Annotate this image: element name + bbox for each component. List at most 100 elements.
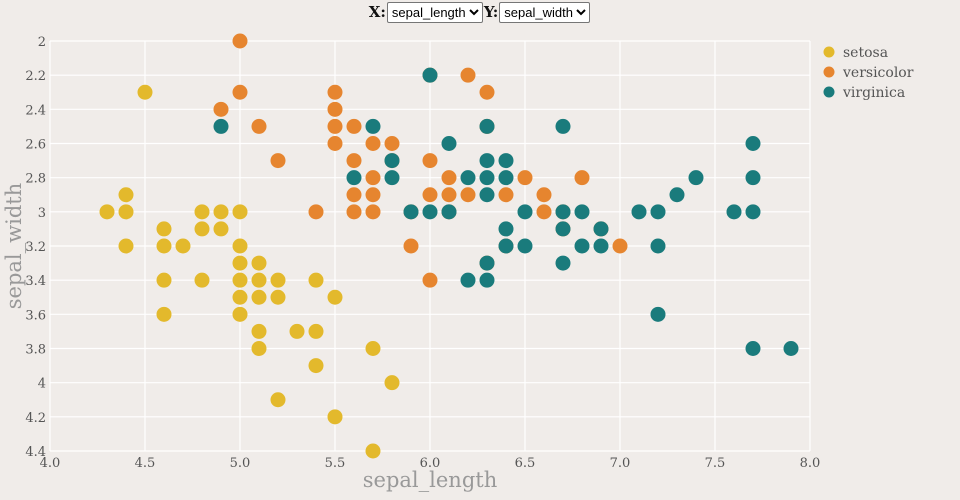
data-point-setosa — [137, 84, 153, 100]
data-point-versicolor — [536, 204, 552, 220]
legend-label-virginica: virginica — [842, 85, 905, 101]
data-point-versicolor — [308, 204, 324, 220]
y-tick-label: 2.8 — [25, 172, 46, 187]
data-point-virginica — [441, 204, 457, 220]
y-tick-label: 2.2 — [25, 69, 46, 84]
data-point-virginica — [479, 153, 495, 169]
data-point-setosa — [232, 204, 248, 220]
data-point-virginica — [517, 238, 533, 254]
data-point-setosa — [99, 204, 115, 220]
data-point-setosa — [384, 375, 400, 391]
data-point-versicolor — [422, 153, 438, 169]
y-tick-label: 2.6 — [25, 138, 46, 153]
x-tick-label: 5.0 — [230, 456, 251, 471]
data-point-virginica — [384, 153, 400, 169]
data-point-setosa — [251, 289, 267, 305]
data-point-setosa — [232, 255, 248, 271]
data-point-virginica — [441, 136, 457, 151]
data-point-versicolor — [422, 272, 438, 288]
y-axis-label: Y: — [483, 3, 499, 21]
data-point-versicolor — [346, 187, 362, 203]
y-axis-title: sepal_width — [2, 183, 26, 309]
data-point-setosa — [251, 341, 267, 356]
data-point-versicolor — [270, 153, 286, 169]
data-point-versicolor — [251, 118, 267, 134]
data-point-versicolor — [460, 187, 476, 203]
data-point-virginica — [574, 204, 590, 220]
data-point-virginica — [422, 204, 438, 220]
data-point-virginica — [346, 170, 362, 186]
y-axis-select[interactable]: sepal_width — [499, 1, 591, 23]
data-point-virginica — [593, 221, 609, 237]
data-point-virginica — [213, 118, 229, 134]
legend-label-versicolor: versicolor — [842, 65, 914, 81]
data-point-virginica — [498, 170, 514, 186]
data-point-virginica — [555, 204, 571, 220]
data-point-setosa — [365, 443, 381, 459]
data-point-versicolor — [574, 170, 590, 186]
data-point-versicolor — [365, 170, 381, 186]
data-point-virginica — [745, 136, 761, 151]
data-point-versicolor — [441, 170, 457, 186]
x-axis-select[interactable]: sepal_length — [386, 1, 483, 23]
data-point-versicolor — [384, 136, 400, 151]
data-point-setosa — [156, 238, 172, 254]
legend-swatch-versicolor — [823, 66, 835, 78]
data-point-virginica — [498, 153, 514, 169]
data-point-setosa — [308, 272, 324, 288]
data-point-virginica — [555, 255, 571, 271]
data-point-setosa — [156, 221, 172, 237]
y-tick-label: 3.8 — [25, 343, 46, 358]
data-point-virginica — [555, 118, 571, 134]
data-point-setosa — [327, 409, 343, 425]
y-tick-label: 4.2 — [25, 411, 46, 426]
data-point-virginica — [745, 170, 761, 186]
data-point-virginica — [498, 221, 514, 237]
data-point-versicolor — [346, 153, 362, 169]
data-point-versicolor — [327, 84, 343, 100]
data-point-virginica — [726, 204, 742, 220]
data-point-virginica — [460, 272, 476, 288]
x-tick-label: 8.0 — [800, 456, 821, 471]
data-point-setosa — [156, 306, 172, 322]
data-point-virginica — [555, 221, 571, 237]
data-point-setosa — [194, 221, 210, 237]
y-tick-label: 3 — [38, 206, 46, 221]
data-point-setosa — [308, 358, 324, 374]
x-tick-label: 7.0 — [610, 456, 631, 471]
y-tick-label: 2.4 — [25, 103, 46, 118]
data-point-versicolor — [460, 67, 476, 83]
data-point-virginica — [403, 204, 419, 220]
y-tick-label: 3.2 — [25, 240, 46, 255]
data-point-versicolor — [213, 101, 229, 117]
data-point-setosa — [232, 289, 248, 305]
x-tick-label: 4.5 — [135, 456, 156, 471]
data-point-virginica — [460, 170, 476, 186]
data-point-virginica — [783, 341, 799, 356]
data-point-setosa — [118, 187, 134, 203]
data-point-versicolor — [498, 187, 514, 203]
data-point-versicolor — [346, 118, 362, 134]
data-point-setosa — [232, 306, 248, 322]
y-tick-label: 4.4 — [25, 445, 46, 460]
data-point-versicolor — [517, 170, 533, 186]
data-point-setosa — [251, 272, 267, 288]
data-point-versicolor — [422, 187, 438, 203]
data-point-virginica — [593, 238, 609, 254]
legend-label-setosa: setosa — [843, 45, 888, 61]
data-point-setosa — [118, 204, 134, 220]
y-tick-label: 3.4 — [25, 274, 46, 289]
data-point-virginica — [669, 187, 685, 203]
data-point-versicolor — [232, 33, 248, 49]
data-point-virginica — [479, 272, 495, 288]
y-tick-label: 3.6 — [25, 308, 46, 323]
data-point-setosa — [232, 272, 248, 288]
data-point-setosa — [213, 221, 229, 237]
x-tick-label: 6.5 — [515, 456, 536, 471]
data-point-virginica — [574, 238, 590, 254]
data-point-versicolor — [346, 204, 362, 220]
data-point-versicolor — [403, 238, 419, 254]
data-point-virginica — [631, 204, 647, 220]
data-point-setosa — [251, 323, 267, 339]
